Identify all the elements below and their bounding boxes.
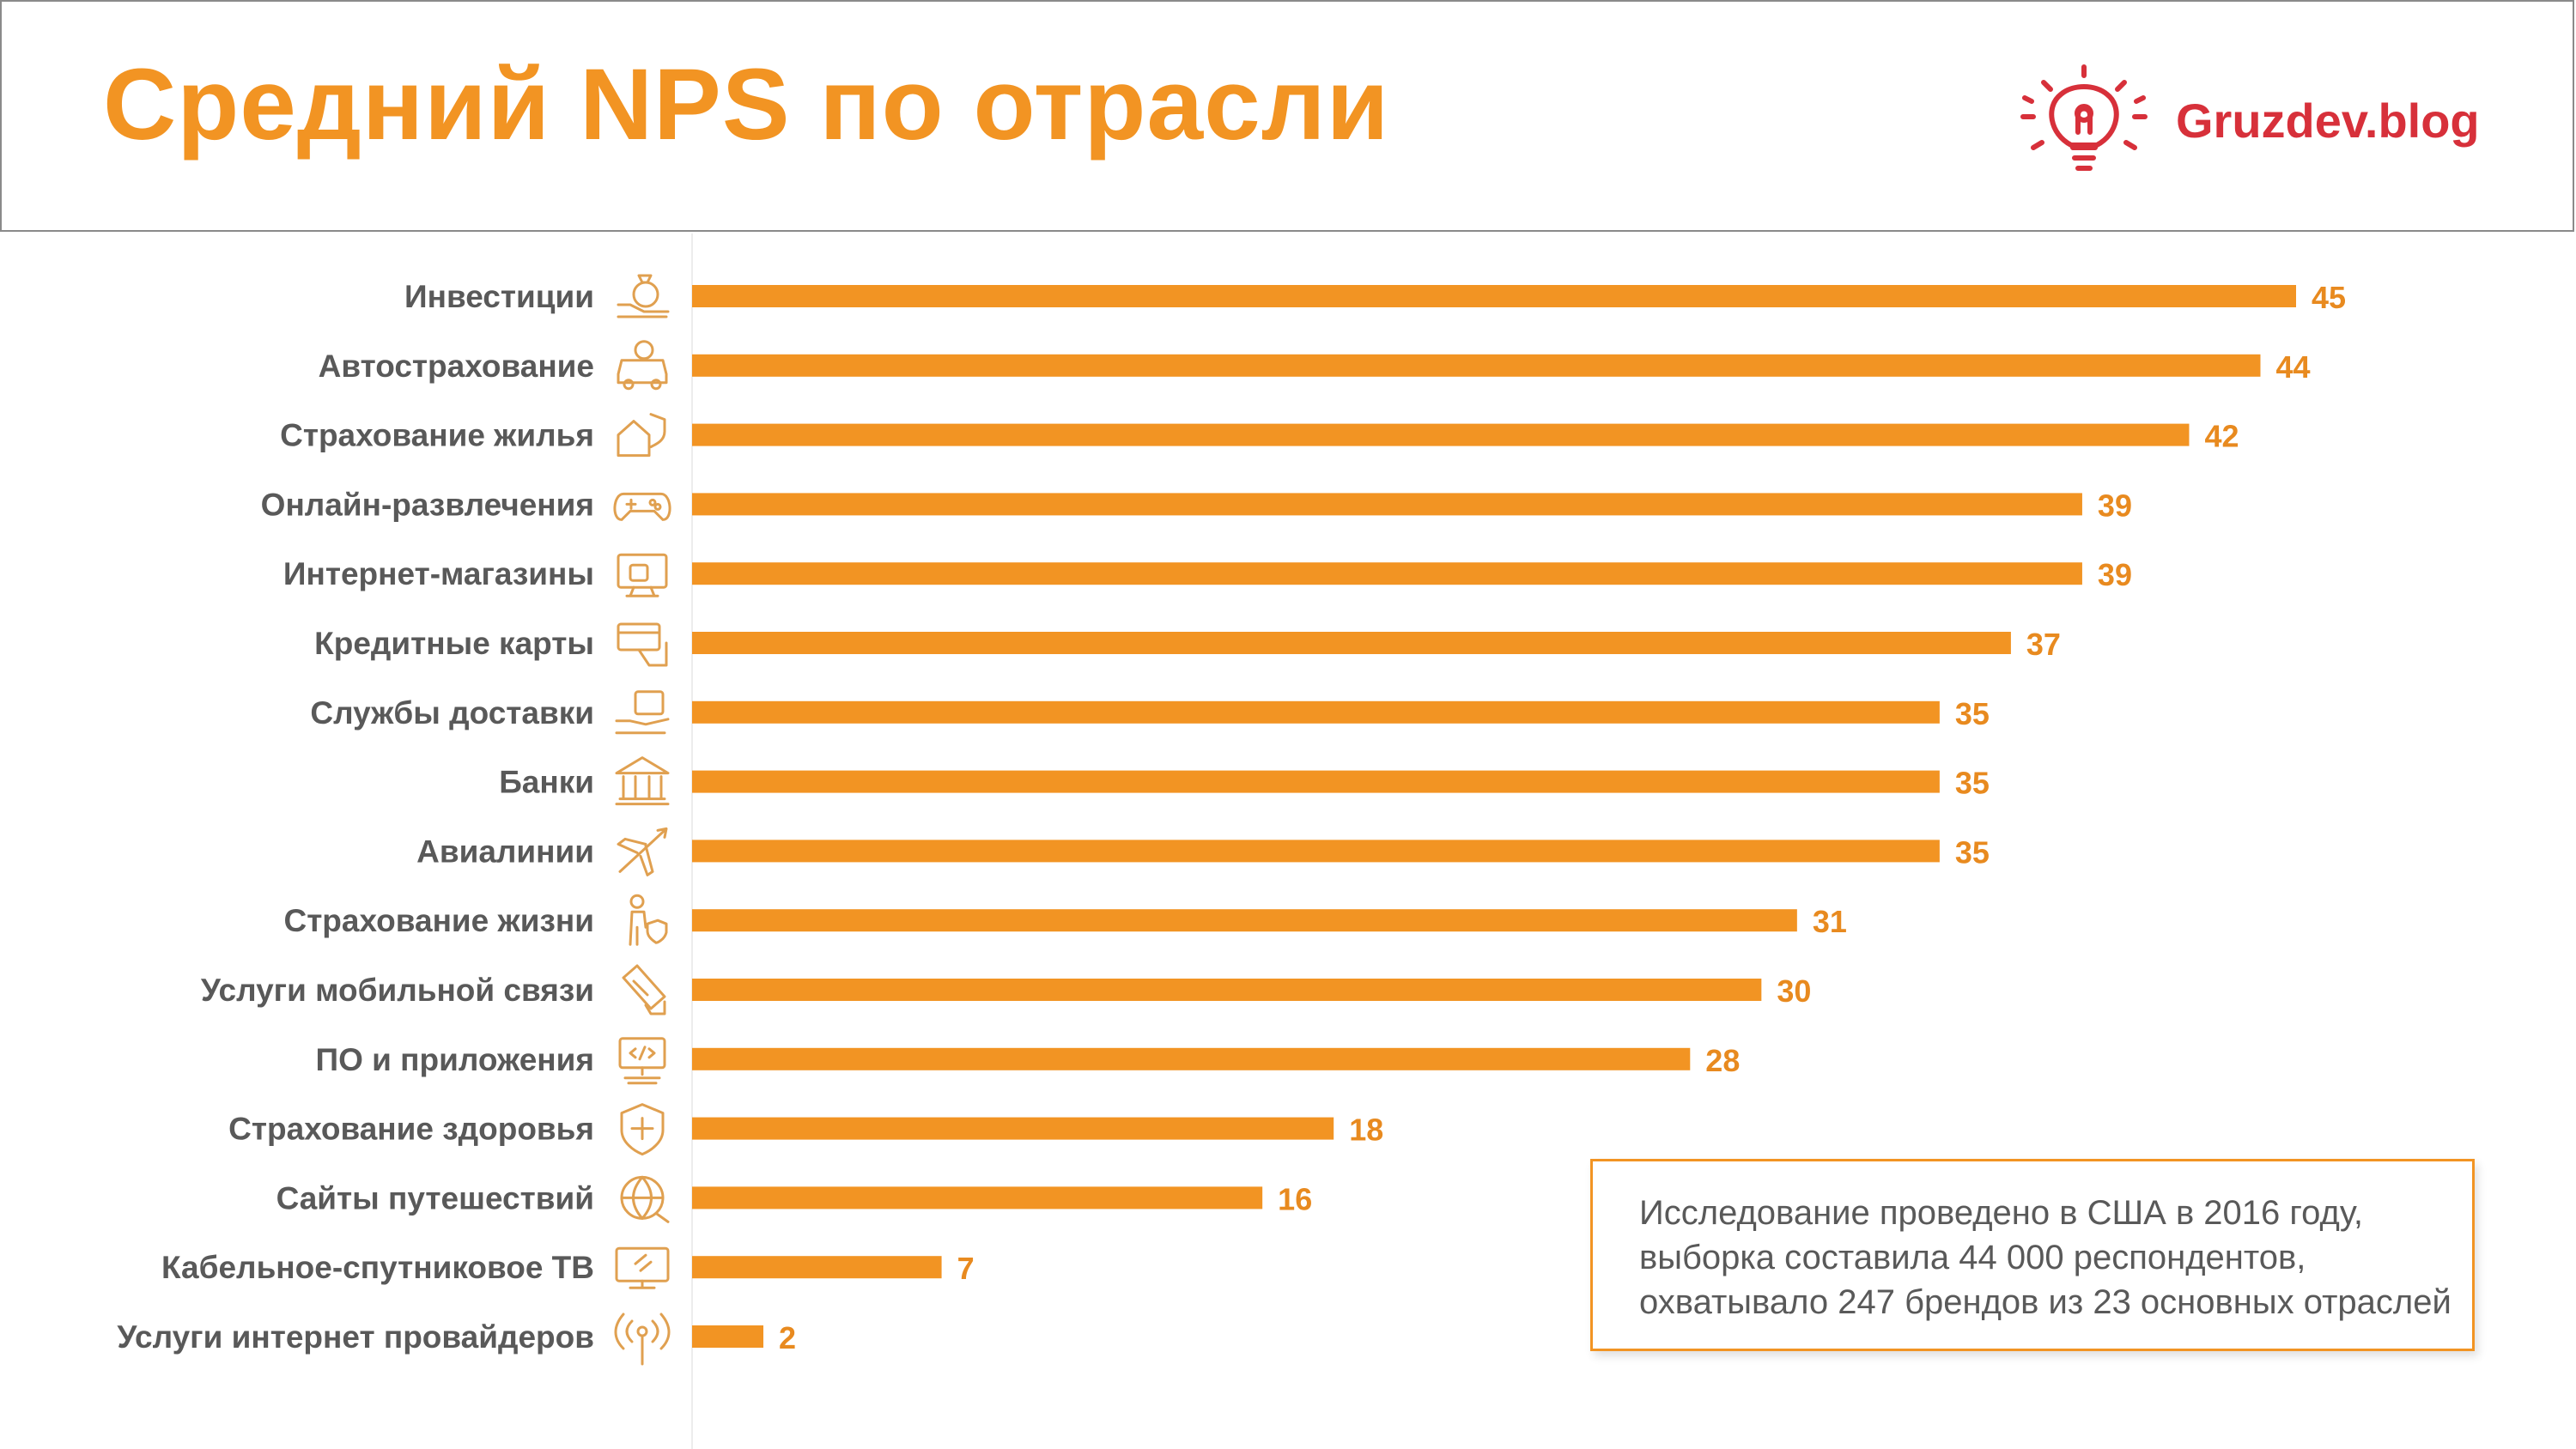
value-label: 39 [2098,488,2132,523]
note-line-3: охватывало 247 брендов из 23 основных от… [1639,1283,2451,1321]
category-label: Кабельное-спутниковое ТВ [161,1250,594,1285]
category-label: Банки [499,765,594,800]
bar [692,1186,1263,1210]
value-label: 30 [1777,973,1811,1009]
tv-icon [615,1246,670,1289]
category-label: Услуги интернет провайдеров [117,1319,594,1355]
money-bag-icon [617,274,670,318]
value-label: 35 [1955,834,1990,870]
bar [692,285,2296,307]
category-label: Страхование жизни [283,903,594,938]
bar [692,840,1940,863]
bar [692,909,1797,932]
bar [692,1117,1334,1140]
category-label: Страхование жилья [280,418,594,453]
value-label: 44 [2275,349,2310,385]
value-label: 18 [1349,1113,1383,1148]
life-insurance-icon [629,894,668,946]
bank-icon [615,756,670,806]
value-label: 16 [1278,1181,1312,1216]
lightbulb-icon [2020,64,2148,171]
bar [692,1325,764,1348]
bar [692,354,2261,377]
value-label: 35 [1955,766,1990,801]
bar [692,770,1940,793]
bar [692,632,2011,654]
bar [692,493,2082,516]
value-label: 7 [957,1251,975,1286]
category-label: Кредитные карты [314,626,594,661]
online-shop-icon [617,553,668,597]
category-label: Службы доставки [310,695,594,731]
value-label: 45 [2312,280,2346,315]
value-label: 28 [1705,1043,1740,1078]
bar [692,1047,1691,1070]
note-line-2: выборка составила 44 000 респондентов, [1639,1239,2306,1276]
category-label: Страхование здоровья [228,1112,594,1147]
bar [692,979,1762,1001]
value-label: 37 [2026,627,2061,662]
brand-logo[interactable]: Gruzdev.blog [2011,64,2492,184]
value-label: 35 [1955,696,1990,731]
category-label: Автострахование [319,349,594,384]
category-label: Сайты путешествий [276,1180,594,1216]
bar [692,562,2082,585]
category-label: ПО и приложения [315,1042,594,1077]
car-insurance-icon [617,340,668,391]
value-label: 39 [2098,557,2132,592]
bar [692,700,1940,724]
gamepad-icon [613,492,671,521]
wifi-antenna-icon [614,1313,671,1366]
value-label: 2 [779,1320,796,1355]
value-label: 31 [1813,904,1847,939]
brand-name: Gruzdev.blog [2176,94,2480,148]
category-label: Онлайн-развлечения [261,487,594,522]
bar [692,423,2190,446]
delivery-box-icon [615,690,670,735]
software-monitor-icon [618,1037,666,1085]
credit-card-icon [617,622,668,667]
globe-travel-icon [620,1175,670,1223]
health-shield-icon [620,1103,665,1156]
category-label: Интернет-магазины [283,556,594,591]
value-label: 42 [2204,419,2239,454]
note-line-1: Исследование проведено в США в 2016 году… [1639,1194,2363,1232]
study-note: Исследование проведено в США в 2016 году… [1590,1159,2475,1351]
header-bar: Средний NPS по отрасли Gruzdev.blog [0,0,2574,232]
page-title: Средний NPS по отрасли [103,48,1390,161]
airplane-icon [617,827,668,876]
category-label: Авиалинии [416,834,594,869]
bar [692,1256,942,1279]
category-label: Услуги мобильной связи [201,973,594,1008]
mobile-phone-icon [622,964,666,1016]
category-label: Инвестиции [404,279,594,314]
home-insurance-icon [617,413,666,458]
